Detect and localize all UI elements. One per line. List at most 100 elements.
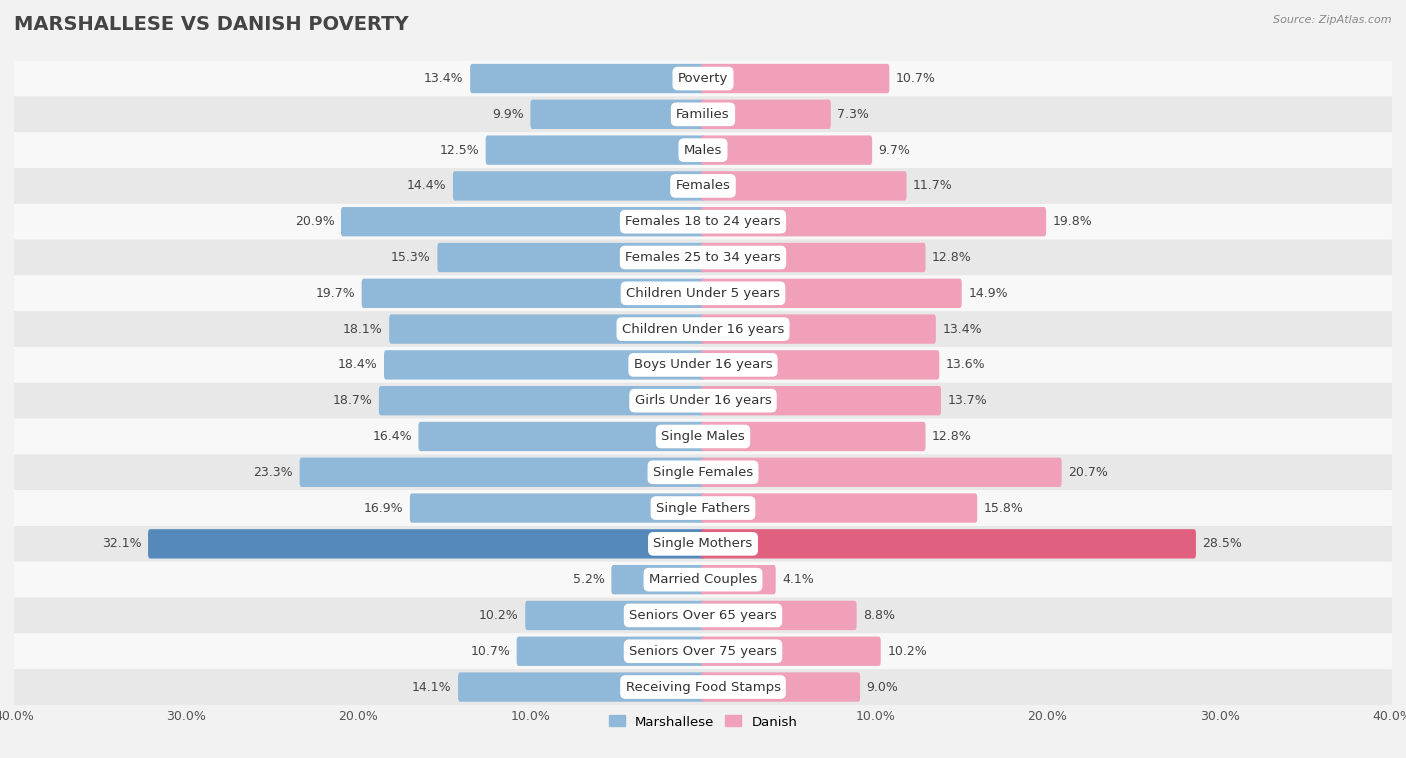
Text: Girls Under 16 years: Girls Under 16 years [634,394,772,407]
Text: Married Couples: Married Couples [650,573,756,586]
Text: 10.7%: 10.7% [896,72,936,85]
Text: 10.7%: 10.7% [470,645,510,658]
FancyBboxPatch shape [702,637,880,666]
FancyBboxPatch shape [702,565,776,594]
Text: 13.7%: 13.7% [948,394,987,407]
FancyBboxPatch shape [530,99,704,129]
FancyBboxPatch shape [470,64,704,93]
Text: 10.2%: 10.2% [887,645,927,658]
FancyBboxPatch shape [14,204,1392,240]
FancyBboxPatch shape [14,132,1392,168]
Text: MARSHALLESE VS DANISH POVERTY: MARSHALLESE VS DANISH POVERTY [14,15,409,34]
Text: Seniors Over 65 years: Seniors Over 65 years [628,609,778,622]
FancyBboxPatch shape [378,386,704,415]
Text: 19.8%: 19.8% [1053,215,1092,228]
FancyBboxPatch shape [14,597,1392,634]
Text: 20.9%: 20.9% [295,215,335,228]
FancyBboxPatch shape [389,315,704,344]
Text: 11.7%: 11.7% [912,180,953,193]
Text: Families: Families [676,108,730,121]
Text: 15.3%: 15.3% [391,251,430,264]
FancyBboxPatch shape [14,669,1392,705]
FancyBboxPatch shape [14,61,1392,96]
FancyBboxPatch shape [702,458,1062,487]
Text: 15.8%: 15.8% [984,502,1024,515]
Text: 18.7%: 18.7% [332,394,373,407]
FancyBboxPatch shape [14,490,1392,526]
Text: 18.4%: 18.4% [337,359,377,371]
Text: 13.6%: 13.6% [946,359,986,371]
FancyBboxPatch shape [14,347,1392,383]
Text: 23.3%: 23.3% [253,465,292,479]
Text: 9.9%: 9.9% [492,108,524,121]
Text: 5.2%: 5.2% [574,573,605,586]
Text: Single Mothers: Single Mothers [654,537,752,550]
Text: Source: ZipAtlas.com: Source: ZipAtlas.com [1274,15,1392,25]
FancyBboxPatch shape [419,421,704,451]
FancyBboxPatch shape [299,458,704,487]
FancyBboxPatch shape [702,421,925,451]
Text: 14.4%: 14.4% [406,180,446,193]
FancyBboxPatch shape [437,243,704,272]
Text: 20.7%: 20.7% [1069,465,1108,479]
FancyBboxPatch shape [702,171,907,201]
Text: 18.1%: 18.1% [343,323,382,336]
FancyBboxPatch shape [14,168,1392,204]
FancyBboxPatch shape [485,136,704,164]
FancyBboxPatch shape [453,171,704,201]
Text: 13.4%: 13.4% [425,72,464,85]
Text: 4.1%: 4.1% [782,573,814,586]
FancyBboxPatch shape [702,386,941,415]
FancyBboxPatch shape [702,529,1197,559]
Text: 32.1%: 32.1% [101,537,142,550]
FancyBboxPatch shape [14,96,1392,132]
FancyBboxPatch shape [612,565,704,594]
Text: 8.8%: 8.8% [863,609,896,622]
Text: 14.9%: 14.9% [969,287,1008,300]
Text: Receiving Food Stamps: Receiving Food Stamps [626,681,780,694]
FancyBboxPatch shape [702,64,890,93]
FancyBboxPatch shape [702,279,962,308]
FancyBboxPatch shape [702,672,860,702]
Text: 14.1%: 14.1% [412,681,451,694]
FancyBboxPatch shape [14,418,1392,454]
Text: Boys Under 16 years: Boys Under 16 years [634,359,772,371]
FancyBboxPatch shape [361,279,704,308]
FancyBboxPatch shape [14,562,1392,597]
Text: 16.4%: 16.4% [373,430,412,443]
FancyBboxPatch shape [702,136,872,164]
FancyBboxPatch shape [14,240,1392,275]
FancyBboxPatch shape [702,243,925,272]
FancyBboxPatch shape [14,454,1392,490]
FancyBboxPatch shape [702,350,939,380]
Text: 28.5%: 28.5% [1202,537,1243,550]
FancyBboxPatch shape [702,207,1046,236]
FancyBboxPatch shape [411,493,704,523]
Text: Children Under 16 years: Children Under 16 years [621,323,785,336]
Text: Poverty: Poverty [678,72,728,85]
FancyBboxPatch shape [516,637,704,666]
Text: 7.3%: 7.3% [838,108,869,121]
FancyBboxPatch shape [14,312,1392,347]
Text: Single Females: Single Females [652,465,754,479]
Text: Males: Males [683,143,723,157]
Text: 9.0%: 9.0% [866,681,898,694]
FancyBboxPatch shape [702,99,831,129]
FancyBboxPatch shape [526,601,704,630]
Text: Children Under 5 years: Children Under 5 years [626,287,780,300]
Text: 9.7%: 9.7% [879,143,911,157]
FancyBboxPatch shape [702,493,977,523]
FancyBboxPatch shape [14,634,1392,669]
FancyBboxPatch shape [458,672,704,702]
Text: 10.2%: 10.2% [479,609,519,622]
FancyBboxPatch shape [702,315,936,344]
Text: 16.9%: 16.9% [364,502,404,515]
FancyBboxPatch shape [384,350,704,380]
FancyBboxPatch shape [14,526,1392,562]
FancyBboxPatch shape [148,529,704,559]
Text: Females 25 to 34 years: Females 25 to 34 years [626,251,780,264]
Text: Single Fathers: Single Fathers [657,502,749,515]
FancyBboxPatch shape [342,207,704,236]
Text: Females 18 to 24 years: Females 18 to 24 years [626,215,780,228]
Text: Single Males: Single Males [661,430,745,443]
